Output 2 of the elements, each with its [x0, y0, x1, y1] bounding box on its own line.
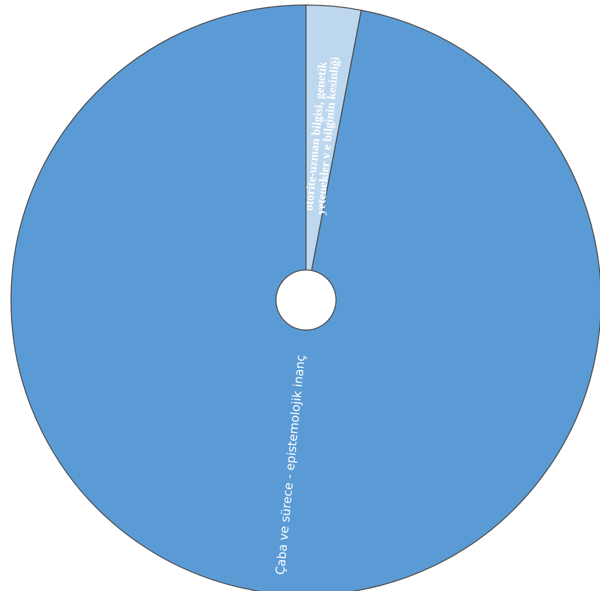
slice-label: otorite-uzman bilgisi, genetik yetenekler v e bilginin kesinliği — [301, 56, 342, 216]
slice-label: Çaba ve sürece - epistemolojik inanç — [273, 354, 308, 576]
